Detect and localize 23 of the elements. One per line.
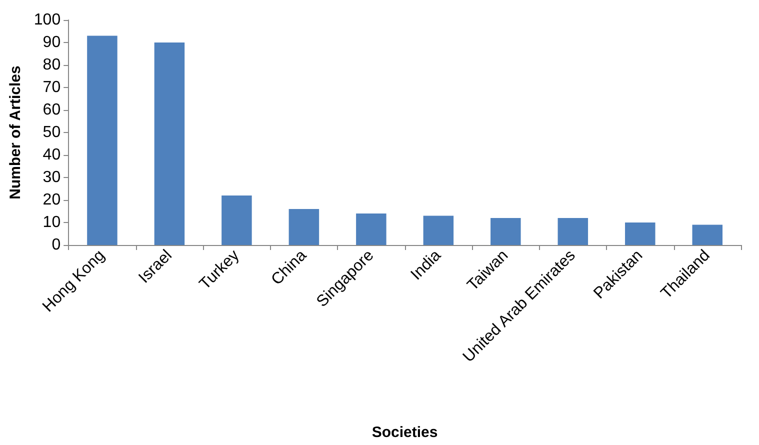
bar [423,216,454,245]
bar [490,218,521,245]
y-tick-label: 90 [42,34,61,51]
y-tick-label: 50 [42,124,61,141]
y-tick-label: 70 [42,79,61,96]
y-tick-label: 0 [52,236,61,254]
y-tick-label: 10 [42,214,61,231]
x-axis-title: Societies [372,424,438,441]
bar [288,209,320,245]
bar [87,36,118,245]
bar [558,218,588,245]
y-tick-label: 60 [42,102,61,118]
bar [222,196,252,245]
y-tick-label: 30 [42,169,61,186]
bar [356,214,386,245]
y-axis-title: Number of Articles [7,66,24,200]
bar [625,222,656,245]
y-tick-label: 100 [34,12,61,28]
y-tick-label: 80 [42,56,61,74]
bar [154,42,185,245]
y-tick-label: 20 [42,192,61,208]
y-tick-label: 40 [42,146,61,164]
bar [692,224,723,245]
